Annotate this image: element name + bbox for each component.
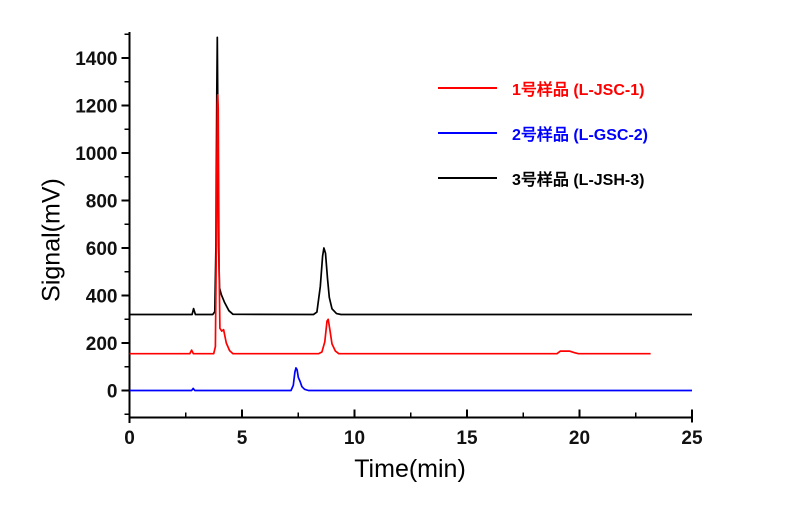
y-tick-label: 600 — [86, 239, 118, 260]
x-tick-label: 0 — [124, 428, 135, 449]
trace-sample-3 — [129, 36, 692, 316]
legend-entry-sample-1: 1号样品 (L-JSC-1) — [438, 76, 648, 100]
y-tick-label: 200 — [86, 334, 118, 355]
x-tick-label: 5 — [237, 428, 248, 449]
legend-label-sample-2: 2号样品 (L-GSC-2) — [512, 127, 649, 144]
y-axis-label: Signal(mV) — [37, 178, 66, 302]
x-tick-label: 15 — [456, 428, 478, 449]
x-axis-label: Time(min) — [354, 455, 466, 483]
legend-line-blue — [438, 132, 497, 134]
x-tick-label: 25 — [681, 428, 703, 449]
legend-line-black — [438, 177, 497, 179]
legend-label-sample-3: 3号样品 (L-JSH-3) — [512, 172, 645, 189]
y-tick-label: 1400 — [75, 49, 117, 70]
legend-line-red — [438, 87, 497, 89]
legend-label-sample-1: 1号样品 (L-JSC-1) — [512, 82, 645, 99]
x-tick-label: 10 — [344, 428, 365, 449]
y-tick-label: 800 — [86, 192, 118, 213]
y-tick-label: 0 — [107, 382, 118, 403]
legend-entry-sample-2: 2号样品 (L-GSC-2) — [438, 121, 648, 145]
y-tick-label: 400 — [86, 287, 118, 308]
y-tick-label: 1200 — [75, 97, 117, 118]
trace-sample-1 — [129, 93, 651, 355]
x-tick-label: 20 — [569, 428, 590, 449]
trace-sample-2 — [129, 367, 692, 392]
y-tick-label: 1000 — [75, 144, 117, 165]
legend-entry-sample-3: 3号样品 (L-JSH-3) — [438, 166, 648, 190]
legend: 1号样品 (L-JSC-1) 2号样品 (L-GSC-2) 3号样品 (L-JS… — [438, 76, 648, 211]
